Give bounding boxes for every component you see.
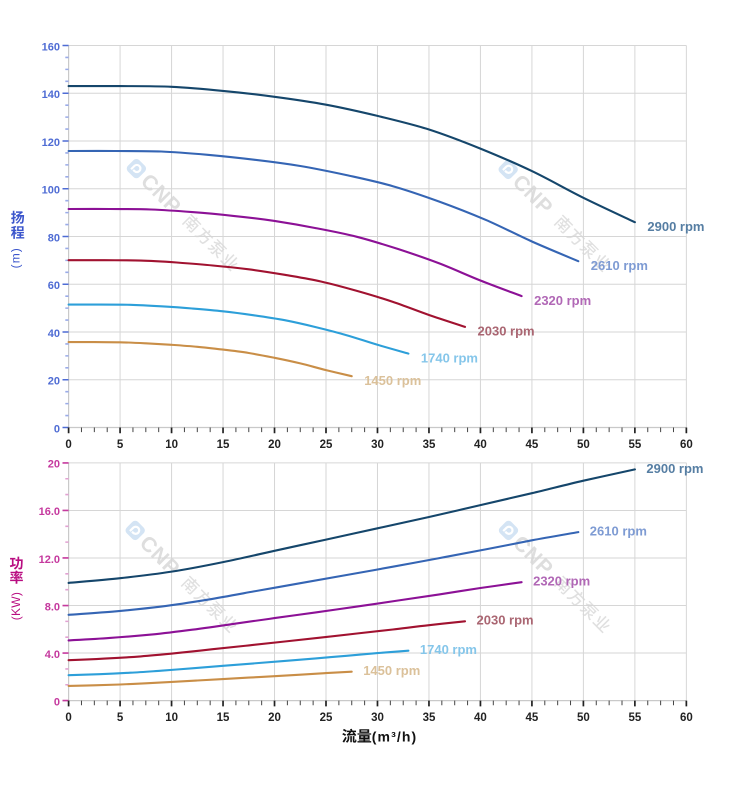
svg-text:1450 rpm: 1450 rpm xyxy=(364,373,421,388)
svg-text:(m³/h): (m³/h) xyxy=(372,729,417,745)
svg-text:4.0: 4.0 xyxy=(45,649,60,661)
svg-text:160: 160 xyxy=(42,41,60,53)
svg-text:0: 0 xyxy=(65,712,71,724)
svg-text:2900 rpm: 2900 rpm xyxy=(647,219,704,234)
svg-text:55: 55 xyxy=(629,439,642,451)
svg-text:20: 20 xyxy=(268,712,281,724)
svg-text:20: 20 xyxy=(268,439,281,451)
svg-text:40: 40 xyxy=(48,328,60,340)
svg-text:140: 140 xyxy=(42,89,60,101)
svg-text:40: 40 xyxy=(474,439,487,451)
svg-text:25: 25 xyxy=(320,712,333,724)
svg-text:60: 60 xyxy=(48,280,60,292)
svg-text:1740 rpm: 1740 rpm xyxy=(421,350,478,365)
svg-text:50: 50 xyxy=(577,439,590,451)
svg-text:2610 rpm: 2610 rpm xyxy=(590,524,647,539)
svg-text:(KW): (KW) xyxy=(9,592,23,621)
svg-text:60: 60 xyxy=(680,712,693,724)
svg-text:(m): (m) xyxy=(9,247,23,268)
svg-text:0: 0 xyxy=(54,696,60,708)
svg-text:60: 60 xyxy=(680,439,693,451)
svg-text:16.0: 16.0 xyxy=(39,506,60,518)
svg-text:20: 20 xyxy=(48,376,60,388)
svg-text:2610 rpm: 2610 rpm xyxy=(591,258,648,273)
svg-text:120: 120 xyxy=(42,137,60,149)
svg-text:1740 rpm: 1740 rpm xyxy=(420,642,477,657)
svg-text:50: 50 xyxy=(577,712,590,724)
svg-text:30: 30 xyxy=(371,712,384,724)
svg-text:15: 15 xyxy=(217,712,230,724)
svg-text:5: 5 xyxy=(117,439,124,451)
svg-text:80: 80 xyxy=(48,232,60,244)
svg-text:30: 30 xyxy=(371,439,384,451)
svg-text:35: 35 xyxy=(423,439,436,451)
svg-text:20: 20 xyxy=(48,459,60,471)
svg-text:25: 25 xyxy=(320,439,333,451)
svg-text:0: 0 xyxy=(65,439,71,451)
svg-text:45: 45 xyxy=(526,439,539,451)
svg-text:1450 rpm: 1450 rpm xyxy=(363,663,420,678)
svg-text:35: 35 xyxy=(423,712,436,724)
svg-text:10: 10 xyxy=(165,712,178,724)
svg-text:5: 5 xyxy=(117,712,124,724)
svg-text:2900 rpm: 2900 rpm xyxy=(646,461,703,476)
svg-text:12.0: 12.0 xyxy=(39,554,60,566)
svg-text:40: 40 xyxy=(474,712,487,724)
svg-text:55: 55 xyxy=(629,712,642,724)
svg-text:15: 15 xyxy=(217,439,230,451)
svg-text:10: 10 xyxy=(165,439,178,451)
svg-text:2030 rpm: 2030 rpm xyxy=(477,613,534,628)
svg-text:2030 rpm: 2030 rpm xyxy=(478,324,535,339)
svg-text:8.0: 8.0 xyxy=(45,601,60,613)
svg-text:2320 rpm: 2320 rpm xyxy=(534,293,591,308)
svg-text:0: 0 xyxy=(54,423,60,435)
svg-text:45: 45 xyxy=(526,712,539,724)
svg-text:100: 100 xyxy=(42,185,60,197)
svg-text:2320 rpm: 2320 rpm xyxy=(533,574,590,589)
